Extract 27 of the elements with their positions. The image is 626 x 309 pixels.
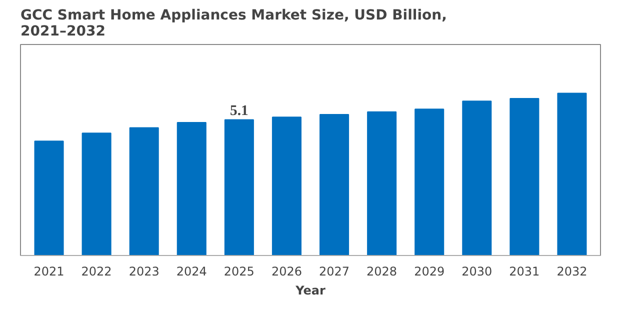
data-label: 5.1 [230, 102, 248, 119]
x-tick-label: 2022 [81, 264, 112, 278]
x-tick-label: 2032 [556, 264, 588, 278]
x-tick-label: 2030 [462, 264, 492, 278]
bar [367, 111, 397, 256]
x-tick-label: 2021 [34, 264, 64, 278]
bar [510, 98, 540, 256]
x-tick-label: 2026 [271, 264, 302, 278]
x-tick-label: 2029 [414, 264, 445, 278]
chart-title: GCC Smart Home Appliances Market Size, USD Billion, 2021–2032 [20, 8, 447, 40]
bar [414, 108, 444, 256]
x-tick-label: 2028 [366, 264, 398, 278]
x-axis-title: Year [294, 284, 326, 298]
bar [462, 100, 492, 256]
bar [176, 122, 206, 256]
bar [557, 92, 587, 256]
bar [320, 114, 350, 256]
x-tick-label: 2027 [319, 264, 350, 278]
x-tick-label: 2024 [176, 264, 207, 278]
bar [224, 119, 254, 256]
x-tick-label: 2023 [128, 264, 160, 278]
bar [82, 132, 112, 256]
x-tick-label: 2031 [509, 264, 540, 278]
bar [272, 116, 302, 256]
x-tick-label: 2025 [224, 264, 254, 278]
bar [129, 127, 159, 256]
bar [34, 140, 64, 256]
